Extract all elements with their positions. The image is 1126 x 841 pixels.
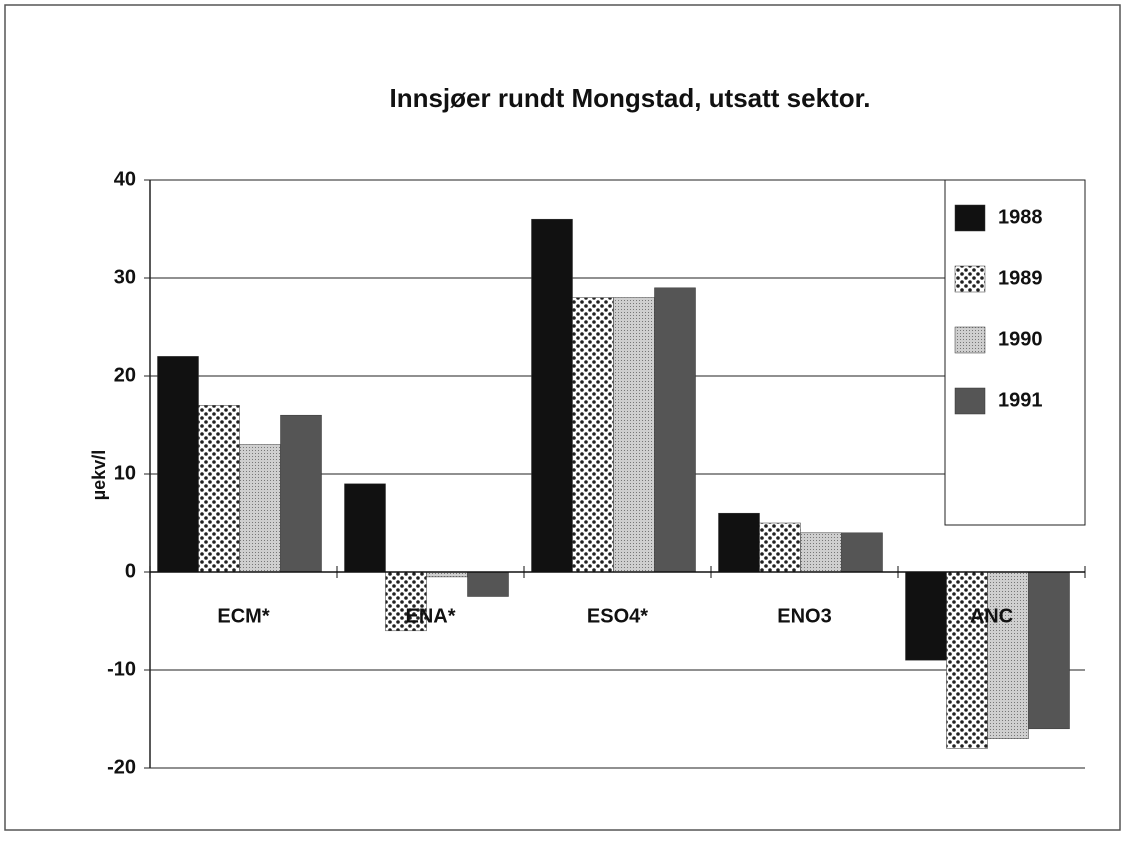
- bar: [157, 356, 199, 573]
- y-tick-label: 10: [114, 462, 136, 484]
- y-tick-label: 20: [114, 364, 136, 386]
- y-tick-label: -10: [107, 658, 136, 680]
- legend-swatch: [954, 204, 986, 232]
- bar: [841, 532, 883, 573]
- legend-swatch: [954, 387, 986, 415]
- bar: [572, 297, 614, 573]
- legend-swatch: [954, 265, 986, 293]
- bar: [1028, 571, 1070, 730]
- bar: [467, 571, 509, 597]
- bar: [654, 287, 696, 573]
- legend-label: 1989: [998, 267, 1043, 289]
- bar: [280, 414, 322, 573]
- bar: [531, 218, 573, 573]
- x-tick-label: ENO3: [777, 605, 831, 627]
- bar: [613, 297, 655, 573]
- x-tick-label: ESO4*: [587, 605, 648, 627]
- x-tick-label: ENA*: [405, 605, 455, 627]
- bar: [718, 512, 760, 573]
- frame: [4, 4, 1121, 831]
- legend-label: 1991: [998, 389, 1043, 411]
- bar: [905, 571, 947, 661]
- bar: [759, 522, 801, 573]
- y-tick-label: 0: [125, 560, 136, 582]
- legend-label: 1990: [998, 328, 1043, 350]
- x-tick-label: ANC: [970, 605, 1013, 627]
- bar: [385, 571, 427, 632]
- y-tick-label: 30: [114, 266, 136, 288]
- bar: [987, 571, 1029, 739]
- y-axis-label: µekv/l: [89, 450, 109, 500]
- chart-title: Innsjøer rundt Mongstad, utsatt sektor.: [389, 83, 870, 113]
- x-tick-label: ECM*: [217, 605, 269, 627]
- bar: [198, 405, 240, 573]
- bar: [946, 571, 988, 749]
- y-tick-label: -20: [107, 756, 136, 778]
- y-tick-label: 40: [114, 168, 136, 190]
- legend-label: 1988: [998, 206, 1043, 228]
- legend-swatch: [954, 326, 986, 354]
- bar: [800, 532, 842, 573]
- bar: [344, 483, 386, 573]
- bar: [239, 444, 281, 573]
